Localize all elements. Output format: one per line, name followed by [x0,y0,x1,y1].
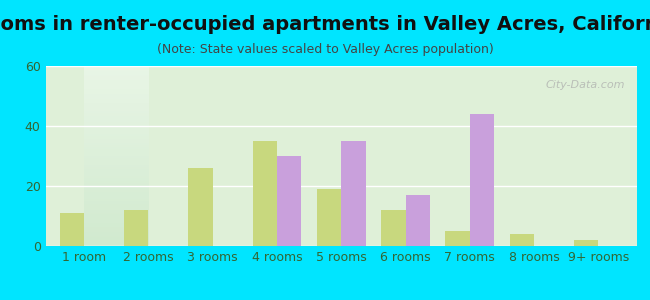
Text: (Note: State values scaled to Valley Acres population): (Note: State values scaled to Valley Acr… [157,44,493,56]
Bar [445,231,470,246]
Bar [341,141,366,246]
Text: Rooms in renter-occupied apartments in Valley Acres, California: Rooms in renter-occupied apartments in V… [0,15,650,34]
Bar [253,141,277,246]
Text: City-Data.com: City-Data.com [545,80,625,90]
Bar [188,168,213,246]
Bar [510,234,534,246]
Bar [574,240,599,246]
Bar [470,114,494,246]
Bar [60,213,84,246]
Bar [317,189,341,246]
Bar [277,156,302,246]
Bar [381,210,406,246]
Bar [406,195,430,246]
Bar [124,210,148,246]
